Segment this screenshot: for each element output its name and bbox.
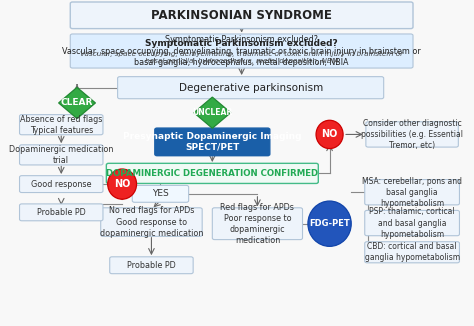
Polygon shape xyxy=(59,87,95,119)
FancyBboxPatch shape xyxy=(19,204,103,221)
Text: PARKINSONIAN SYNDROME: PARKINSONIAN SYNDROME xyxy=(151,9,332,22)
Text: Red flags for APDs
Poor response to
dopaminergic
medication: Red flags for APDs Poor response to dopa… xyxy=(220,202,294,245)
Text: Consider other diagnostic
possibilities (e.g. Essential
Tremor, etc): Consider other diagnostic possibilities … xyxy=(361,119,463,150)
Text: Absence of red flags
Typical features: Absence of red flags Typical features xyxy=(20,115,102,135)
Ellipse shape xyxy=(108,169,137,199)
Text: UNCLEAR: UNCLEAR xyxy=(192,108,232,117)
FancyBboxPatch shape xyxy=(365,210,459,236)
FancyBboxPatch shape xyxy=(212,208,302,240)
FancyBboxPatch shape xyxy=(106,163,319,184)
Text: YES: YES xyxy=(152,189,169,198)
Ellipse shape xyxy=(316,120,343,149)
Text: Vascular, space occupying, demyelinating, traumatic or toxic brain injury in bra: Vascular, space occupying, demyelinating… xyxy=(80,51,403,57)
FancyBboxPatch shape xyxy=(19,115,103,135)
Text: No red flags for APDs
Good response to
dopaminergic medication: No red flags for APDs Good response to d… xyxy=(100,206,203,238)
FancyBboxPatch shape xyxy=(70,34,413,68)
Text: Good response: Good response xyxy=(31,180,91,189)
FancyBboxPatch shape xyxy=(155,128,270,156)
Text: Symptomatic Parkinsonism excluded?
Vascular, space occupying, demyelinating, tra: Symptomatic Parkinsonism excluded? Vascu… xyxy=(62,36,421,67)
Text: FDG-PET: FDG-PET xyxy=(309,219,350,228)
FancyBboxPatch shape xyxy=(366,122,458,147)
FancyBboxPatch shape xyxy=(132,185,189,202)
FancyBboxPatch shape xyxy=(19,145,103,165)
Text: CBD: cortical and basal
ganglia hypometabolism: CBD: cortical and basal ganglia hypometa… xyxy=(365,242,460,262)
FancyBboxPatch shape xyxy=(100,208,202,236)
Text: PSP: thalamic, cortical
and basal ganglia
hypometabolism: PSP: thalamic, cortical and basal gangli… xyxy=(369,207,455,239)
Text: Presynaptic Dopaminergic Imaging
SPECT/PET: Presynaptic Dopaminergic Imaging SPECT/P… xyxy=(123,132,301,152)
Text: Symptomatic Parkinsonism excluded?: Symptomatic Parkinsonism excluded? xyxy=(145,39,338,48)
Polygon shape xyxy=(194,97,231,128)
FancyBboxPatch shape xyxy=(118,77,383,99)
FancyBboxPatch shape xyxy=(365,180,459,205)
FancyBboxPatch shape xyxy=(70,2,413,29)
FancyBboxPatch shape xyxy=(19,176,103,193)
FancyBboxPatch shape xyxy=(109,257,193,274)
Text: DOPAMINERGIC DEGENERATION CONFIRMED: DOPAMINERGIC DEGENERATION CONFIRMED xyxy=(106,169,319,178)
Text: Dopaminergic medication
trial: Dopaminergic medication trial xyxy=(9,145,113,165)
Text: NO: NO xyxy=(321,129,338,140)
FancyBboxPatch shape xyxy=(365,242,459,263)
Text: Probable PD: Probable PD xyxy=(37,208,86,217)
Text: Probable PD: Probable PD xyxy=(127,261,176,270)
Text: Degenerative parkinsonism: Degenerative parkinsonism xyxy=(179,83,323,93)
Text: basal ganglia, hydrocephalus, metal deposition, NBIA: basal ganglia, hydrocephalus, metal depo… xyxy=(145,58,338,64)
Text: MSA: cerebellar, pons and
basal ganglia
hypometabolism: MSA: cerebellar, pons and basal ganglia … xyxy=(362,177,462,208)
Text: NO: NO xyxy=(114,179,130,189)
Text: CLEAR: CLEAR xyxy=(61,98,93,108)
Ellipse shape xyxy=(308,201,351,246)
